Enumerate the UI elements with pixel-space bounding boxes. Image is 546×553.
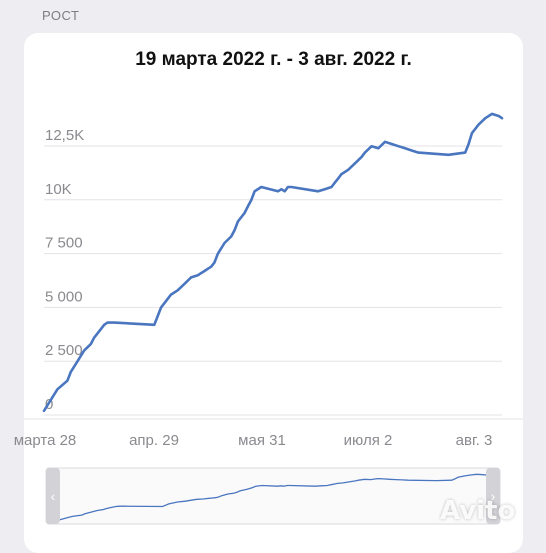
navigator-left-handle[interactable]: ‹ xyxy=(46,468,60,524)
section-label: РОСТ xyxy=(42,8,80,23)
x-tick-label: апр. 29 xyxy=(129,432,179,449)
y-tick-label: 2 500 xyxy=(45,342,83,359)
x-tick-label: марта 28 xyxy=(14,432,77,449)
x-tick-label: мая 31 xyxy=(238,432,286,449)
y-tick-label: 12,5K xyxy=(45,127,84,144)
y-tick-label: 5 000 xyxy=(45,288,83,305)
y-tick-label: 7 500 xyxy=(45,235,83,252)
x-tick-label: июля 2 xyxy=(344,432,393,449)
x-tick-label: авг. 3 xyxy=(456,432,493,449)
y-tick-label: 10K xyxy=(45,181,72,198)
growth-chart-card: 19 марта 2022 г. - 3 авг. 2022 г. xyxy=(24,33,523,553)
navigator-right-handle[interactable]: › xyxy=(486,468,500,524)
navigator-mini-line xyxy=(59,473,487,521)
range-navigator xyxy=(45,467,501,525)
series-line xyxy=(42,112,504,413)
avito-watermark: Avito xyxy=(440,496,516,526)
chart-title: 19 марта 2022 г. - 3 авг. 2022 г. xyxy=(135,49,412,70)
